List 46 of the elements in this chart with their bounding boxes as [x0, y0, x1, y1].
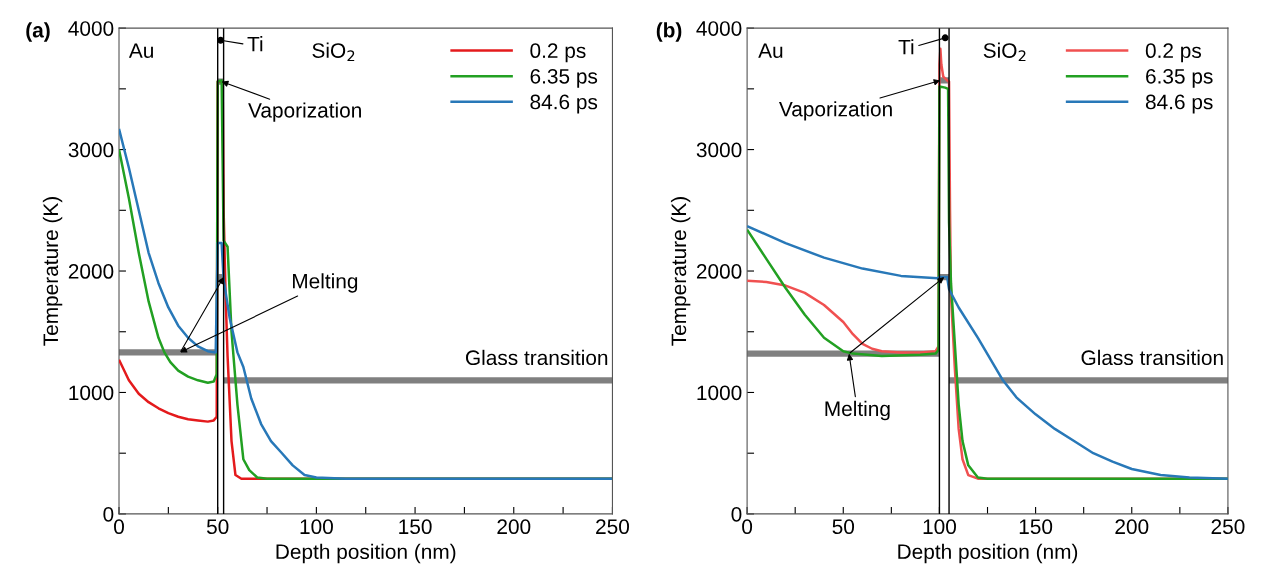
annotation: Melting: [825, 400, 890, 421]
annotation: Ti: [247, 36, 263, 52]
y-tick-label: 1000: [69, 385, 114, 401]
x-tick-label: 150: [399, 519, 432, 535]
annotation: Melting: [293, 273, 358, 293]
annotation: Vaporization: [248, 102, 361, 122]
x-tick-label: 0: [114, 519, 124, 535]
legend-label: 0.2 ps: [530, 43, 586, 63]
legend-label: 84.6 ps: [1145, 94, 1213, 114]
x-tick-label: 200: [497, 519, 531, 535]
x-tick-label: 150: [1019, 519, 1053, 535]
x-tick-label: 100: [923, 519, 956, 535]
x-tick-label: 250: [596, 519, 630, 535]
x-axis-title: Depth position (nm): [276, 543, 456, 564]
chart-title: (b): [656, 22, 682, 42]
annotation: Glass transition: [465, 349, 608, 366]
y-tick-label: 3000: [68, 142, 114, 158]
x-axis-title: Depth position (nm): [898, 543, 1078, 564]
legend-label: 6.35 ps: [1146, 68, 1213, 88]
y-tick-label: 0: [731, 506, 742, 522]
x-tick-label: 200: [1115, 519, 1149, 535]
y-axis-title: Temperature (K): [670, 197, 691, 346]
x-tick-label: 0: [742, 519, 753, 535]
y-axis-title: Temperature (K): [42, 197, 63, 346]
legend-label: 6.35 ps: [530, 68, 598, 88]
chart-title: (a): [26, 22, 50, 42]
x-tick-label: 50: [832, 519, 855, 535]
y-tick-label: 1000: [697, 385, 742, 401]
x-tick-label: 50: [206, 519, 229, 535]
y-tick-label: 4000: [696, 21, 742, 36]
legend-label: 84.6 ps: [530, 94, 598, 114]
y-tick-label: 3000: [696, 142, 742, 158]
annotation: SiO$_{2}$: [312, 42, 355, 62]
annotation: Ti: [898, 39, 914, 55]
y-tick-label: 2000: [68, 264, 114, 279]
annotation: Glass transition: [1081, 349, 1223, 366]
annotation: Vaporization: [778, 101, 892, 121]
annotation: SiO$_{2}$: [983, 42, 1026, 62]
y-tick-label: 2000: [696, 264, 742, 279]
annotation: Au: [128, 43, 153, 59]
y-tick-label: 4000: [68, 21, 114, 36]
y-tick-label: 0: [103, 506, 114, 522]
x-tick-label: 250: [1211, 519, 1245, 535]
annotation: Au: [758, 43, 783, 59]
x-tick-label: 100: [300, 519, 333, 535]
legend-label: 0.2 ps: [1145, 43, 1202, 63]
